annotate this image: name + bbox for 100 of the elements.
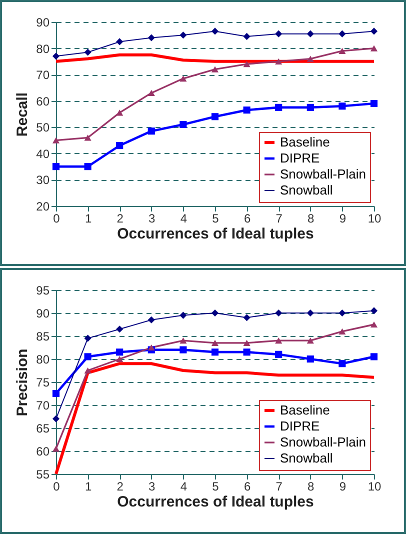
y-tick-label: 70 bbox=[36, 398, 50, 412]
point bbox=[211, 340, 219, 346]
legend-label: Snowball bbox=[280, 450, 333, 466]
x-tick-label: 7 bbox=[276, 212, 283, 226]
y-tick-label: 60 bbox=[36, 94, 50, 108]
point bbox=[211, 309, 219, 317]
point bbox=[338, 102, 346, 110]
x-tick-label: 0 bbox=[53, 480, 60, 494]
point bbox=[275, 58, 282, 64]
point bbox=[52, 446, 60, 452]
point bbox=[275, 104, 282, 111]
point bbox=[116, 326, 124, 333]
point bbox=[52, 137, 60, 144]
point bbox=[338, 328, 346, 334]
point bbox=[275, 30, 282, 38]
point bbox=[243, 32, 250, 40]
point bbox=[306, 338, 314, 344]
point bbox=[116, 356, 124, 362]
point bbox=[211, 66, 219, 72]
point bbox=[148, 316, 155, 324]
point bbox=[52, 163, 60, 170]
x-tick-label: 2 bbox=[116, 480, 124, 494]
x-tick-label: 4 bbox=[180, 212, 188, 226]
y-tick-label: 55 bbox=[36, 468, 50, 482]
y-tick-label: 85 bbox=[36, 330, 50, 344]
point bbox=[306, 56, 314, 62]
point bbox=[275, 309, 282, 317]
legend-label: Snowball-Plain bbox=[280, 166, 366, 182]
x-tick-label: 3 bbox=[148, 212, 156, 226]
point bbox=[370, 307, 378, 314]
point bbox=[116, 142, 124, 150]
point bbox=[275, 350, 282, 358]
y-tick-label: 70 bbox=[36, 68, 50, 82]
point bbox=[84, 353, 92, 360]
point bbox=[52, 415, 60, 422]
legend-label: Baseline bbox=[280, 134, 330, 150]
y-tick-label: 60 bbox=[36, 444, 50, 458]
point bbox=[211, 348, 219, 356]
point bbox=[306, 30, 314, 38]
y-tick-label: 65 bbox=[36, 422, 50, 436]
point bbox=[306, 309, 314, 317]
point bbox=[180, 75, 187, 82]
point bbox=[84, 134, 92, 141]
x-tick-label: 1 bbox=[84, 480, 92, 494]
point bbox=[243, 106, 250, 114]
x-tick-label: 0 bbox=[53, 212, 60, 226]
point bbox=[84, 48, 92, 56]
point bbox=[243, 314, 250, 322]
y-tick-label: 20 bbox=[36, 200, 50, 214]
point bbox=[148, 128, 155, 135]
legend-label: Baseline bbox=[280, 402, 330, 418]
x-tick-label: 5 bbox=[212, 212, 220, 226]
point bbox=[116, 38, 124, 46]
legend-label: Snowball-Plain bbox=[280, 434, 366, 450]
x-tick-label: 1 bbox=[84, 212, 92, 226]
y-tick-label: 30 bbox=[36, 173, 50, 188]
x-tick-label: 10 bbox=[368, 212, 382, 226]
x-tick-label: 6 bbox=[244, 480, 251, 494]
x-tick-label: 6 bbox=[244, 212, 251, 226]
y-tick-label: 40 bbox=[36, 146, 50, 161]
point bbox=[275, 338, 282, 344]
point bbox=[211, 28, 219, 35]
x-tick-label: 5 bbox=[212, 480, 220, 494]
point bbox=[180, 312, 187, 319]
point bbox=[370, 100, 378, 108]
point bbox=[180, 346, 187, 354]
point bbox=[180, 120, 187, 128]
x-tick-label: 9 bbox=[339, 212, 346, 226]
point bbox=[243, 340, 250, 346]
legend-label: DIPRE bbox=[280, 418, 320, 434]
point bbox=[180, 338, 187, 344]
x-axis-title: Occurrences of Ideal tuples bbox=[117, 226, 314, 242]
y-tick-label: 95 bbox=[36, 284, 50, 298]
x-tick-label: 7 bbox=[276, 480, 283, 494]
point bbox=[148, 344, 155, 351]
point bbox=[84, 334, 92, 342]
y-tick-label: 75 bbox=[36, 376, 50, 390]
point bbox=[211, 113, 219, 120]
y-tick-label: 80 bbox=[36, 352, 50, 366]
y-axis-title: Recall bbox=[14, 92, 32, 137]
point bbox=[116, 348, 124, 356]
x-tick-label: 8 bbox=[308, 212, 315, 226]
point bbox=[116, 110, 124, 116]
y-axis-title: Precision bbox=[14, 348, 32, 416]
point bbox=[306, 355, 314, 363]
point bbox=[370, 45, 378, 52]
y-tick-label: 50 bbox=[36, 120, 50, 135]
point bbox=[148, 34, 155, 42]
y-tick-label: 90 bbox=[36, 306, 50, 320]
point bbox=[243, 60, 250, 68]
x-tick-label: 2 bbox=[116, 212, 124, 226]
point bbox=[52, 390, 60, 398]
point bbox=[370, 353, 378, 360]
point bbox=[338, 309, 346, 317]
legend-label: DIPRE bbox=[280, 150, 320, 166]
point bbox=[243, 348, 250, 356]
x-tick-label: 3 bbox=[148, 480, 156, 494]
point bbox=[84, 367, 92, 374]
point bbox=[306, 104, 314, 111]
x-tick-label: 9 bbox=[339, 480, 346, 494]
